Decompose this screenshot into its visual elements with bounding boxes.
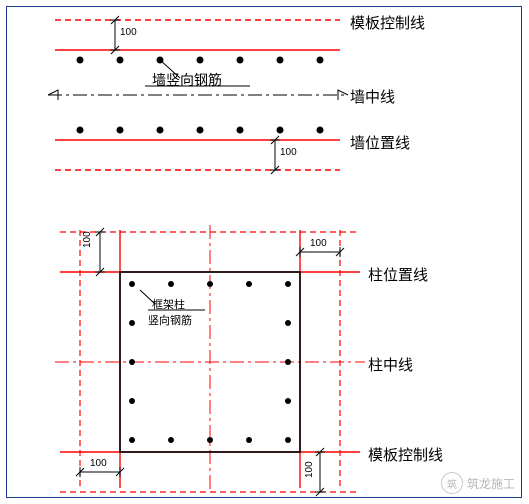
top-rebar-row-upper bbox=[77, 57, 324, 64]
top-rebar-label: 墙竖向钢筋 bbox=[152, 70, 222, 90]
label-wall-center: 墙中线 bbox=[350, 86, 395, 107]
label-col-position: 柱位置线 bbox=[368, 264, 428, 285]
bottom-diagram bbox=[55, 225, 365, 496]
top-rebar-row-lower bbox=[77, 127, 324, 134]
top-diagram bbox=[48, 16, 348, 174]
col-dim-right-100 bbox=[315, 448, 325, 496]
dim-col-bot-100: 100 bbox=[90, 458, 107, 469]
watermark-logo-icon: 筑 bbox=[441, 472, 463, 494]
dim-top-100-upper: 100 bbox=[120, 27, 137, 38]
diagram-svg bbox=[0, 0, 529, 504]
watermark: 筑 筑龙施工 bbox=[441, 472, 515, 494]
dim-col-top-100: 100 bbox=[310, 238, 327, 249]
label-formwork-ctrl-top: 模板控制线 bbox=[350, 12, 425, 33]
label-wall-position: 墙位置线 bbox=[350, 132, 410, 153]
label-col-center: 柱中线 bbox=[368, 354, 413, 375]
label-formwork-ctrl-bot: 模板控制线 bbox=[368, 444, 443, 465]
watermark-text: 筑龙施工 bbox=[467, 475, 515, 492]
col-dim-left-100 bbox=[95, 228, 105, 276]
col-inner-label-l1: 框架柱 bbox=[152, 296, 185, 312]
top-dim-100-upper bbox=[110, 16, 120, 54]
dim-top-100-lower: 100 bbox=[280, 147, 297, 158]
dim-col-left-100: 100 bbox=[82, 231, 93, 248]
dim-col-right-100: 100 bbox=[304, 461, 315, 478]
top-dim-100-lower bbox=[270, 136, 280, 174]
col-inner-label-l2: 竖向钢筋 bbox=[148, 312, 192, 328]
